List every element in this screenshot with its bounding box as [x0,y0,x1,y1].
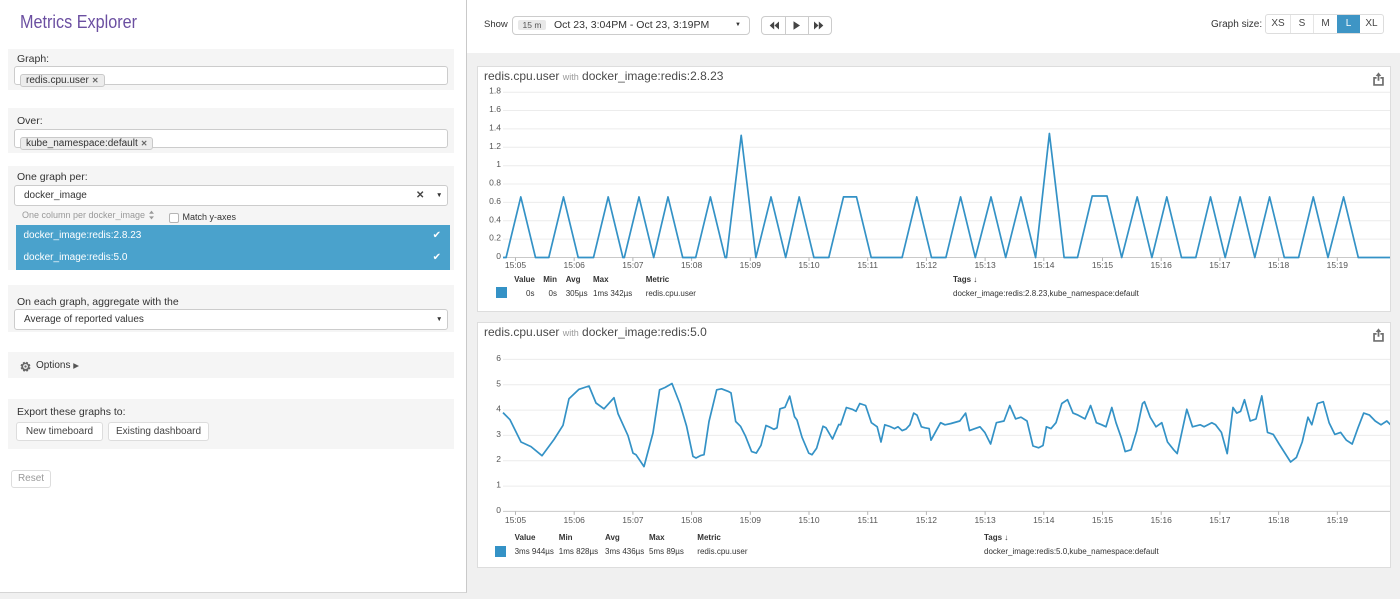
svg-text:15:18: 15:18 [1268,260,1290,270]
svg-text:15:14: 15:14 [1033,515,1055,525]
svg-text:0: 0 [496,251,501,261]
svg-text:2: 2 [496,455,501,465]
svg-text:15:09: 15:09 [740,260,762,270]
svg-text:0: 0 [496,505,501,515]
svg-text:15:10: 15:10 [798,515,820,525]
svg-text:0.4: 0.4 [489,214,501,224]
svg-text:1: 1 [496,480,501,490]
svg-text:1.8: 1.8 [489,85,501,95]
svg-text:15:11: 15:11 [857,260,878,270]
svg-text:15:09: 15:09 [740,515,762,525]
svg-text:0.2: 0.2 [489,232,501,242]
svg-text:15:07: 15:07 [622,260,644,270]
svg-text:15:11: 15:11 [857,515,878,525]
svg-text:1.2: 1.2 [489,140,501,150]
svg-text:15:05: 15:05 [505,260,527,270]
svg-text:0.6: 0.6 [489,195,501,205]
svg-text:15:05: 15:05 [505,515,527,525]
svg-text:15:14: 15:14 [1033,260,1055,270]
svg-text:15:06: 15:06 [564,515,586,525]
svg-text:0.8: 0.8 [489,177,501,187]
svg-text:1.4: 1.4 [489,122,501,132]
svg-text:1: 1 [496,159,501,169]
svg-text:6: 6 [496,353,501,363]
svg-text:15:15: 15:15 [1092,515,1114,525]
svg-text:15:06: 15:06 [564,260,586,270]
svg-text:15:19: 15:19 [1327,260,1349,270]
svg-text:15:07: 15:07 [622,515,644,525]
svg-text:15:12: 15:12 [916,260,938,270]
svg-text:15:13: 15:13 [974,260,996,270]
svg-text:4: 4 [496,404,501,414]
svg-text:15:16: 15:16 [1151,260,1173,270]
svg-text:15:17: 15:17 [1209,260,1231,270]
svg-text:5: 5 [496,379,501,389]
svg-text:3: 3 [496,429,501,439]
svg-text:15:10: 15:10 [798,260,820,270]
svg-text:15:13: 15:13 [974,515,996,525]
svg-text:15:08: 15:08 [681,515,703,525]
svg-text:15:12: 15:12 [916,515,938,525]
svg-text:15:15: 15:15 [1092,260,1114,270]
svg-text:15:18: 15:18 [1268,515,1290,525]
svg-text:15:08: 15:08 [681,260,703,270]
svg-text:15:19: 15:19 [1327,515,1349,525]
svg-text:15:16: 15:16 [1151,515,1173,525]
svg-text:1.6: 1.6 [489,104,501,114]
svg-text:15:17: 15:17 [1209,515,1231,525]
